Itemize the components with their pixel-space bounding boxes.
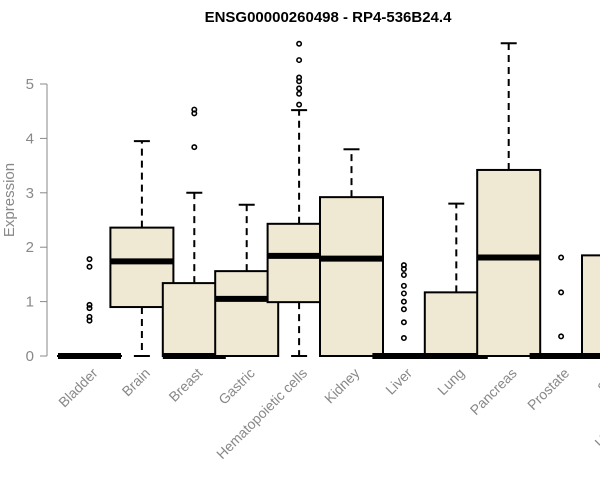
outlier-point: [400, 271, 407, 278]
outlier-point: [296, 40, 303, 47]
outlier-point: [400, 282, 407, 289]
outlier-point: [558, 254, 565, 261]
outlier-point: [400, 319, 407, 326]
outlier-point: [400, 290, 407, 297]
outlier-point: [296, 90, 303, 97]
outlier-point: [400, 298, 407, 305]
box-group: [214, 203, 280, 357]
outlier-point: [296, 74, 303, 81]
y-tick-label: 3: [26, 185, 34, 202]
y-tick-label: 2: [26, 239, 34, 256]
outlier-point: [191, 144, 198, 151]
box-group: [319, 148, 384, 357]
outlier-point: [558, 289, 565, 296]
x-tick-label: Lung: [434, 365, 467, 398]
outlier-point: [86, 263, 93, 270]
outlier-point: [400, 262, 407, 269]
y-tick-label: 0: [26, 348, 34, 365]
x-tick-label: Liver: [382, 365, 415, 398]
y-axis-label: Expression: [1, 163, 18, 237]
box-iqr: [319, 196, 384, 357]
x-tick-label: Skin: [594, 365, 600, 396]
x-tick-label: Breast: [165, 365, 205, 405]
outlier-point: [296, 57, 303, 64]
x-tick-label: Kidney: [321, 365, 363, 407]
box-group: [476, 42, 542, 357]
y-tick-label: 1: [26, 294, 34, 311]
boxes-group: [57, 40, 600, 359]
box-iqr: [476, 168, 542, 357]
chart-title: ENSG00000260498 - RP4-536B24.4: [205, 9, 452, 26]
outlier-point: [296, 101, 303, 108]
x-tick-label: Hematopoietic cells: [213, 365, 310, 462]
y-axis-ticks: 0 1 2 3 4 5: [26, 76, 47, 365]
x-tick-label: Pancreas: [467, 365, 520, 418]
outlier-point: [86, 313, 93, 320]
outlier-point: [86, 305, 93, 312]
outlier-point: [400, 335, 407, 342]
x-tick-label: Bladder: [55, 365, 101, 411]
outlier-point: [86, 256, 93, 263]
outlier-point: [400, 306, 407, 313]
outlier-point: [191, 106, 198, 113]
x-tick-label: Gastric: [215, 365, 258, 408]
box-group: [57, 256, 122, 359]
box-iqr: [581, 254, 600, 357]
x-tick-label: Unknown / Other: [591, 365, 600, 451]
y-tick-label: 5: [26, 76, 34, 93]
x-tick-label: Brain: [119, 365, 153, 399]
outlier-point: [296, 85, 303, 92]
outlier-point: [86, 301, 93, 308]
y-tick-label: 4: [26, 130, 34, 147]
x-tick-label: Prostate: [524, 365, 572, 413]
outlier-point: [558, 333, 565, 340]
box-group: [581, 254, 600, 359]
